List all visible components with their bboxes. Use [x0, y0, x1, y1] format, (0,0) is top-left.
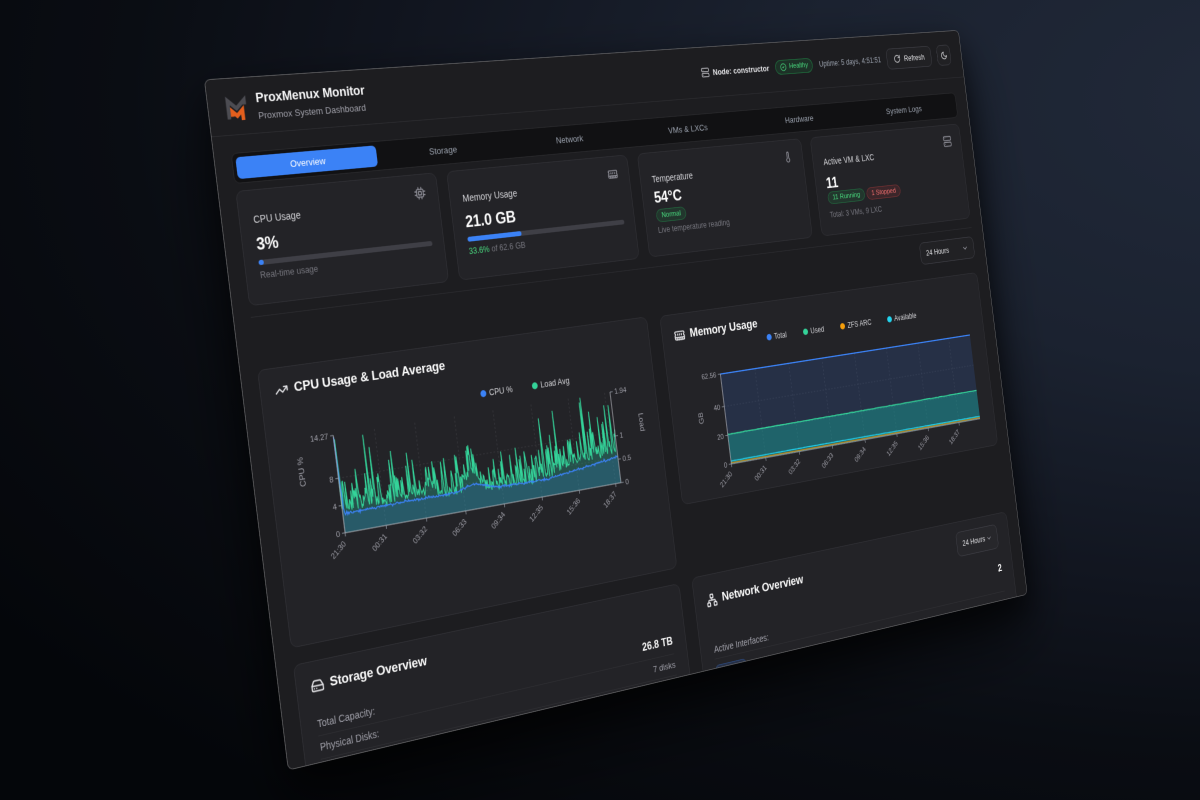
svg-text:0.5: 0.5: [622, 453, 632, 463]
svg-text:Load: Load: [637, 412, 647, 432]
svg-text:18:37: 18:37: [948, 428, 961, 446]
svg-text:62.56: 62.56: [701, 371, 717, 382]
svg-text:8: 8: [329, 475, 334, 485]
svg-text:40: 40: [713, 403, 721, 412]
svg-text:4: 4: [332, 502, 337, 512]
svg-text:03:32: 03:32: [787, 457, 802, 476]
svg-text:20: 20: [717, 432, 725, 441]
svg-text:15:36: 15:36: [565, 496, 581, 517]
svg-text:09:34: 09:34: [853, 445, 867, 464]
svg-text:0: 0: [625, 477, 630, 486]
svg-text:0: 0: [724, 461, 729, 470]
svg-text:GB: GB: [697, 412, 706, 425]
svg-text:06:33: 06:33: [821, 451, 835, 470]
svg-text:14.27: 14.27: [310, 432, 330, 444]
svg-text:06:33: 06:33: [451, 517, 469, 538]
svg-text:21:30: 21:30: [329, 539, 348, 561]
svg-text:00:31: 00:31: [753, 463, 768, 482]
svg-text:1: 1: [619, 431, 624, 440]
svg-text:1.94: 1.94: [614, 386, 627, 396]
svg-text:0: 0: [336, 530, 341, 540]
svg-text:CPU %: CPU %: [295, 456, 308, 487]
svg-text:12:35: 12:35: [885, 439, 899, 458]
svg-text:18:37: 18:37: [602, 490, 618, 510]
svg-text:03:32: 03:32: [411, 524, 429, 545]
svg-text:09:34: 09:34: [490, 510, 507, 531]
svg-text:15:36: 15:36: [917, 433, 930, 451]
svg-text:00:31: 00:31: [371, 532, 389, 554]
svg-text:12:35: 12:35: [528, 503, 545, 524]
svg-text:21:30: 21:30: [719, 470, 734, 490]
